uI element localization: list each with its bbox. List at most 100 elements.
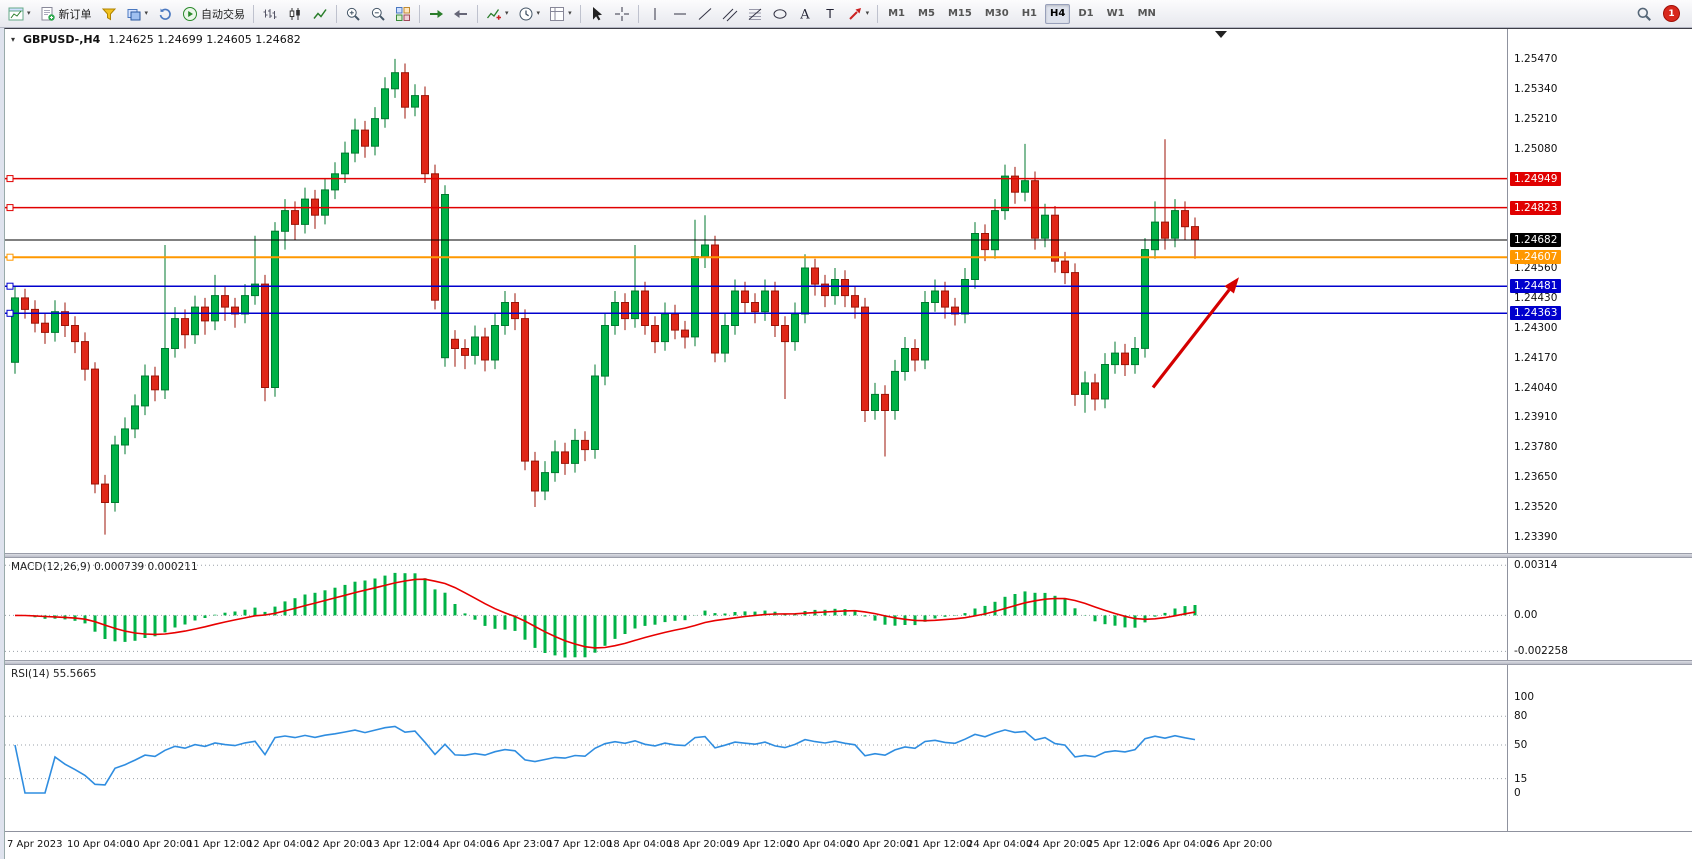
symbol-dropdown-icon[interactable]: ▾	[11, 35, 16, 44]
chevron-down-icon: ▾	[27, 9, 31, 17]
vertical-line-button[interactable]	[643, 3, 667, 25]
templates-button[interactable]: ▾	[545, 3, 576, 25]
price-axis-label: 1.25470	[1514, 53, 1558, 65]
chevron-down-icon: ▾	[144, 9, 149, 17]
tile-windows-button[interactable]	[391, 3, 415, 25]
profiles-icon	[126, 6, 142, 22]
label-icon: T	[822, 6, 838, 22]
timeframe-h4-button[interactable]: H4	[1045, 3, 1071, 24]
channel-icon	[722, 6, 738, 22]
chart-shift-marker[interactable]	[1215, 31, 1227, 38]
time-axis-label: 24 Apr 04:00	[967, 839, 1033, 850]
time-axis-label: 26 Apr 20:00	[1207, 839, 1273, 850]
main-chart-plot[interactable]: ▾ GBPUSD-,H4 1.24625 1.24699 1.24605 1.2…	[5, 29, 1507, 553]
price-line-label: 1.24682	[1510, 233, 1562, 247]
channel-button[interactable]	[718, 3, 742, 25]
auto-scroll-icon	[428, 6, 444, 22]
timeframe-m15-button[interactable]: M15	[943, 4, 977, 24]
rsi-axis-label: 50	[1514, 739, 1528, 751]
zoom-out-button[interactable]	[366, 3, 390, 25]
timeframe-mn-button[interactable]: MN	[1133, 4, 1161, 24]
time-axis[interactable]: 7 Apr 2023 10 Apr 04:00 10 Apr 20:00 11 Apr…	[5, 831, 1692, 859]
time-axis-label: 20 Apr 20:00	[847, 839, 913, 850]
time-axis-label: 10 Apr 20:00	[127, 839, 193, 850]
price-panel: ▾ GBPUSD-,H4 1.24625 1.24699 1.24605 1.2…	[5, 29, 1692, 553]
rsi-axis[interactable]: 100 80 50 15 0	[1507, 665, 1692, 831]
timeframe-m1-button[interactable]: M1	[883, 4, 910, 24]
chart-window-icon	[8, 6, 24, 22]
fibo-icon	[747, 6, 763, 22]
search-button[interactable]	[1632, 3, 1656, 25]
arrows-button[interactable]: ▾	[843, 3, 874, 25]
time-axis-label: 18 Apr 04:00	[607, 839, 673, 850]
periods-button[interactable]: ▾	[514, 3, 545, 25]
panel-splitter[interactable]	[5, 660, 1692, 665]
time-axis-label: 14 Apr 04:00	[427, 839, 493, 850]
toolbar-button-label: 新订单	[58, 7, 92, 21]
horizontal-lines-layer[interactable]	[5, 175, 1507, 317]
bar-chart-button[interactable]	[258, 3, 282, 25]
time-axis-label: 19 Apr 12:00	[727, 839, 793, 850]
macd-panel: MACD(12,26,9) 0.000739 0.000211 0.00314 0…	[5, 558, 1692, 660]
price-axis-label: 1.24170	[1514, 352, 1558, 364]
auto-trading-button[interactable]: 自动交易	[178, 3, 249, 25]
shapes-icon	[772, 6, 788, 22]
refresh-button[interactable]	[153, 3, 177, 25]
timeframe-m30-button[interactable]: M30	[980, 4, 1014, 24]
zoom-in-icon	[345, 6, 361, 22]
shapes-button[interactable]	[768, 3, 792, 25]
time-axis-label: 24 Apr 20:00	[1027, 839, 1093, 850]
crosshair-button[interactable]	[610, 3, 634, 25]
trendline-icon	[697, 6, 713, 22]
indicators-button[interactable]: ▾	[482, 3, 513, 25]
time-axis-label: 26 Apr 04:00	[1147, 839, 1213, 850]
macd-axis[interactable]: 0.00314 0.00 -0.002258	[1507, 558, 1692, 660]
line-chart-button[interactable]	[308, 3, 332, 25]
cursor-button[interactable]	[585, 3, 609, 25]
funnel-icon	[101, 6, 117, 22]
timeframe-w1-button[interactable]: W1	[1102, 4, 1130, 24]
chart-shift-button[interactable]	[449, 3, 473, 25]
crosshair-icon	[614, 6, 630, 22]
price-axis-label: 1.25340	[1514, 83, 1558, 95]
time-axis-label: 7 Apr 2023	[7, 839, 63, 850]
price-axis-label: 1.24300	[1514, 322, 1558, 334]
price-line-label: 1.24363	[1510, 306, 1562, 320]
text-label-button[interactable]: T	[818, 3, 842, 25]
timeframe-d1-button[interactable]: D1	[1073, 4, 1098, 24]
chevron-down-icon: ▾	[505, 9, 509, 17]
price-axis-label: 1.23650	[1514, 471, 1558, 483]
panel-splitter[interactable]	[5, 553, 1692, 558]
toolbar-separator	[877, 4, 879, 23]
timeframe-m5-button[interactable]: M5	[913, 4, 940, 24]
candlestick-chart-button[interactable]	[283, 3, 307, 25]
text-button[interactable]: A	[793, 3, 817, 25]
new-chart-button[interactable]: ▾	[4, 3, 35, 25]
template-icon	[549, 6, 565, 22]
trend-arrow[interactable]	[1151, 277, 1239, 389]
chart-title: ▾ GBPUSD-,H4 1.24625 1.24699 1.24605 1.2…	[11, 33, 301, 46]
rsi-label: RSI(14) 55.5665	[11, 668, 97, 680]
timeframe-h1-button[interactable]: H1	[1017, 4, 1042, 24]
macd-plot[interactable]: MACD(12,26,9) 0.000739 0.000211	[5, 558, 1507, 660]
line-icon	[312, 6, 328, 22]
horizontal-line-button[interactable]	[668, 3, 692, 25]
chart-profiles-button[interactable]: ▾	[122, 3, 153, 25]
chevron-down-icon: ▾	[865, 9, 870, 17]
funnel-button[interactable]	[97, 3, 121, 25]
trendline-button[interactable]	[693, 3, 717, 25]
macd-signal-line	[14, 578, 1196, 649]
price-axis-label: 1.23520	[1514, 501, 1558, 513]
time-axis-label: 13 Apr 12:00	[367, 839, 433, 850]
new-order-button[interactable]: 新订单	[36, 3, 96, 25]
auto-scroll-button[interactable]	[424, 3, 448, 25]
time-axis-label: 12 Apr 20:00	[307, 839, 373, 850]
toolbar-separator	[253, 4, 255, 23]
zoom-in-button[interactable]	[341, 3, 365, 25]
time-axis-label: 18 Apr 20:00	[667, 839, 733, 850]
fibonacci-button[interactable]	[743, 3, 767, 25]
notification-badge[interactable]: 1	[1663, 5, 1680, 22]
rsi-plot[interactable]: RSI(14) 55.5665	[5, 665, 1507, 831]
price-axis[interactable]: 1.25470 1.25340 1.25210 1.25080 1.24560 1.244…	[1507, 29, 1692, 553]
play-icon	[182, 6, 198, 22]
